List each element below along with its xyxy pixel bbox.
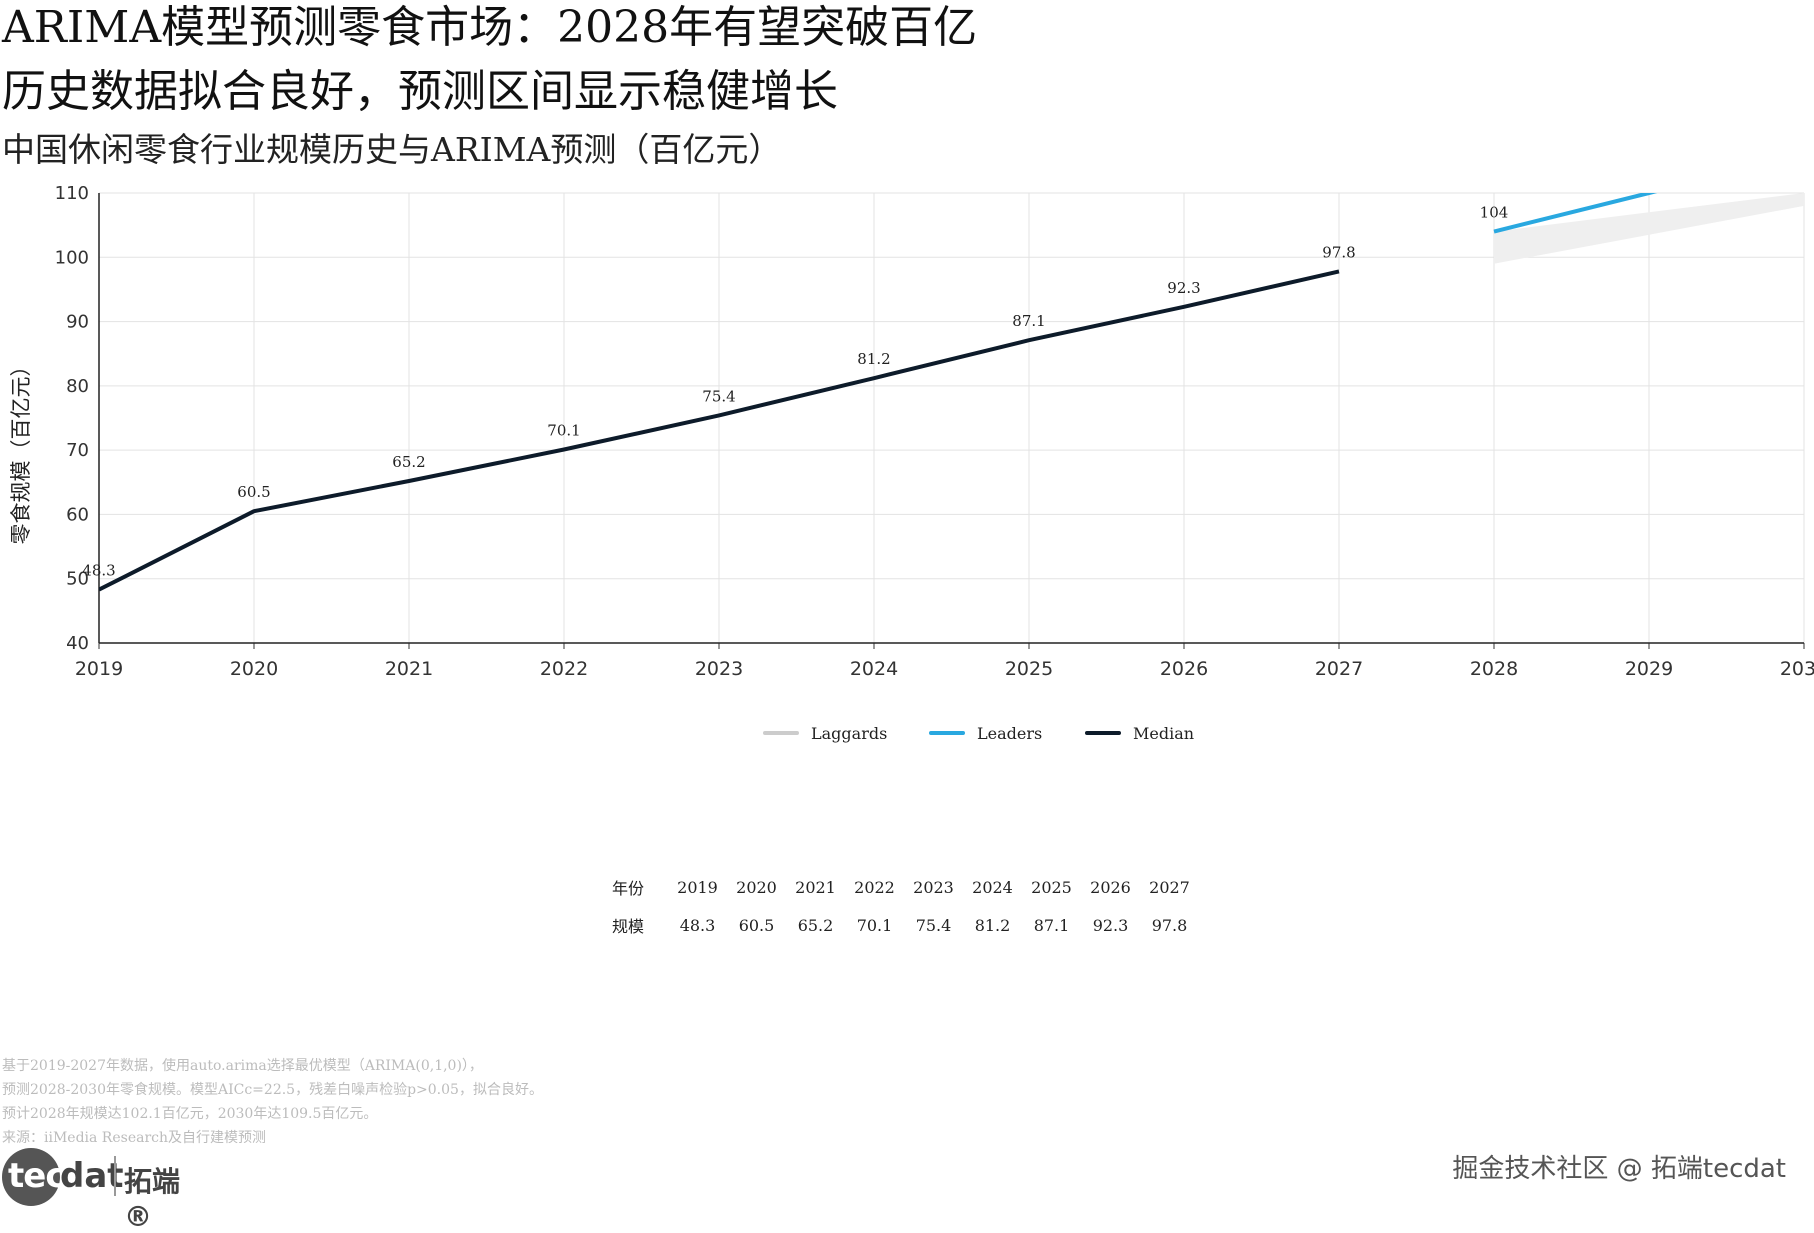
x-tick-label: 2025 bbox=[1005, 658, 1053, 680]
logo-text-tec: tec bbox=[8, 1156, 65, 1196]
chart-title: ARIMA模型预测零食市场：2028年有望突破百亿 bbox=[2, 2, 978, 53]
data-table: 年份 2019 2020 2021 2022 2023 2024 2025 2026 2027 … bbox=[612, 868, 1199, 944]
chart-subtitle: 中国休闲零食行业规模历史与ARIMA预测（百亿元） bbox=[2, 130, 782, 169]
footnote-line: 基于2019-2027年数据，使用auto.arima选择最优模型（ARIMA(… bbox=[2, 1058, 483, 1074]
tecdat-logo: tec dat 拓端® bbox=[2, 1146, 202, 1233]
x-tick-label: 2023 bbox=[695, 658, 743, 680]
x-tick-label: 2021 bbox=[385, 658, 433, 680]
y-tick-label: 50 bbox=[66, 569, 89, 590]
legend: Laggards Leaders Median bbox=[763, 724, 1194, 743]
table-cell-year: 2019 bbox=[677, 877, 718, 897]
series-lines bbox=[99, 193, 1658, 592]
y-tick-label: 70 bbox=[66, 440, 89, 461]
grid-lines bbox=[98, 192, 1805, 644]
axes: 40 50 60 70 80 90 100 110 2019 2020 2021 2022 2023 20… bbox=[55, 183, 1814, 680]
table-cell-value: 92.3 bbox=[1092, 915, 1129, 935]
x-tick-label: 2030 bbox=[1780, 658, 1814, 680]
table-cell-value: 70.1 bbox=[856, 915, 893, 935]
table-cell-year: 2026 bbox=[1090, 877, 1131, 897]
x-tick-label: 2029 bbox=[1625, 658, 1673, 680]
table-row-values: 规模 48.3 60.5 65.2 70.1 75.4 81.2 87.1 92.3 97.8 bbox=[612, 906, 1199, 944]
y-tick-label: 80 bbox=[66, 376, 89, 397]
table-row-label: 年份 bbox=[612, 879, 645, 898]
table-cell-year: 2020 bbox=[736, 877, 777, 897]
data-label: 87.1 bbox=[1012, 312, 1045, 330]
laggards-band bbox=[1494, 193, 1804, 264]
table-cell-value: 97.8 bbox=[1151, 915, 1188, 935]
watermark: 掘金技术社区 @ 拓端tecdat bbox=[1452, 1154, 1786, 1184]
legend-label-laggards: Laggards bbox=[811, 724, 887, 743]
footnote-line: 预计2028年规模达102.1百亿元，2030年达109.5百亿元。 bbox=[2, 1106, 378, 1122]
table-cell-year: 2027 bbox=[1149, 877, 1190, 897]
logo-circle bbox=[2, 1148, 60, 1206]
data-label: 104 bbox=[1480, 204, 1509, 222]
x-tick-label: 2026 bbox=[1160, 658, 1208, 680]
footnote-line: 预测2028-2030年零食规模。模型AICc=22.5，残差白噪声检验p>0.… bbox=[2, 1082, 543, 1098]
table-cell-year: 2024 bbox=[972, 877, 1013, 897]
table-cell-year: 2023 bbox=[913, 877, 954, 897]
y-tick-label: 60 bbox=[66, 504, 89, 525]
table-row-years: 年份 2019 2020 2021 2022 2023 2024 2025 2026 2027 bbox=[612, 868, 1199, 906]
legend-label-leaders: Leaders bbox=[977, 724, 1042, 743]
table-cell-value: 60.5 bbox=[738, 915, 775, 935]
footnote-source: 来源：iiMedia Research及自行建模预测 bbox=[2, 1130, 267, 1146]
line-chart: 40 50 60 70 80 90 100 110 2019 2020 2021 2022 2023 20… bbox=[9, 183, 1814, 743]
x-tick-label: 2024 bbox=[850, 658, 898, 680]
data-label: 70.1 bbox=[547, 422, 580, 440]
laggards-band-area bbox=[1494, 193, 1804, 264]
footnote: 基于2019-2027年数据，使用auto.arima选择最优模型（ARIMA(… bbox=[2, 1054, 543, 1150]
table-cell-year: 2022 bbox=[854, 877, 895, 897]
logo-text-cn: 拓端® bbox=[124, 1165, 181, 1233]
data-label: 60.5 bbox=[237, 483, 270, 501]
table-cell-value: 65.2 bbox=[797, 915, 834, 935]
logo-divider bbox=[114, 1156, 116, 1196]
data-label: 92.3 bbox=[1167, 279, 1200, 297]
table-cell-value: 87.1 bbox=[1033, 915, 1070, 935]
x-tick-label: 2019 bbox=[75, 658, 123, 680]
y-tick-label: 110 bbox=[55, 183, 89, 204]
data-label: 81.2 bbox=[857, 350, 890, 368]
series-line-median bbox=[99, 269, 1340, 592]
table-cell-value: 48.3 bbox=[679, 915, 716, 935]
y-tick-label: 100 bbox=[55, 247, 89, 268]
y-tick-label: 90 bbox=[66, 312, 89, 333]
table-cell-year: 2025 bbox=[1031, 877, 1072, 897]
table-cell-value: 75.4 bbox=[915, 915, 952, 935]
data-labels: 48.3 60.5 65.2 70.1 75.4 81.2 87.1 92.3 97.8 104 bbox=[82, 204, 1508, 580]
x-tick-label: 2022 bbox=[540, 658, 588, 680]
table-cell-year: 2021 bbox=[795, 877, 836, 897]
legend-label-median: Median bbox=[1133, 724, 1194, 743]
table-cell-value: 81.2 bbox=[974, 915, 1011, 935]
data-label: 75.4 bbox=[702, 387, 735, 405]
x-tick-label: 2027 bbox=[1315, 658, 1363, 680]
chart-headline: 历史数据拟合良好，预测区间显示稳健增长 bbox=[2, 66, 838, 117]
series-line-leaders bbox=[1493, 193, 1658, 234]
data-label: 48.3 bbox=[82, 562, 115, 580]
data-label: 65.2 bbox=[392, 453, 425, 471]
x-tick-label: 2020 bbox=[230, 658, 278, 680]
data-label: 97.8 bbox=[1322, 243, 1355, 261]
table-row-label: 规模 bbox=[612, 917, 645, 936]
y-axis-label: 零食规模（百亿元） bbox=[9, 356, 33, 545]
x-tick-label: 2028 bbox=[1470, 658, 1518, 680]
logo-text-dat: dat bbox=[60, 1156, 124, 1196]
y-tick-label: 40 bbox=[66, 633, 89, 654]
